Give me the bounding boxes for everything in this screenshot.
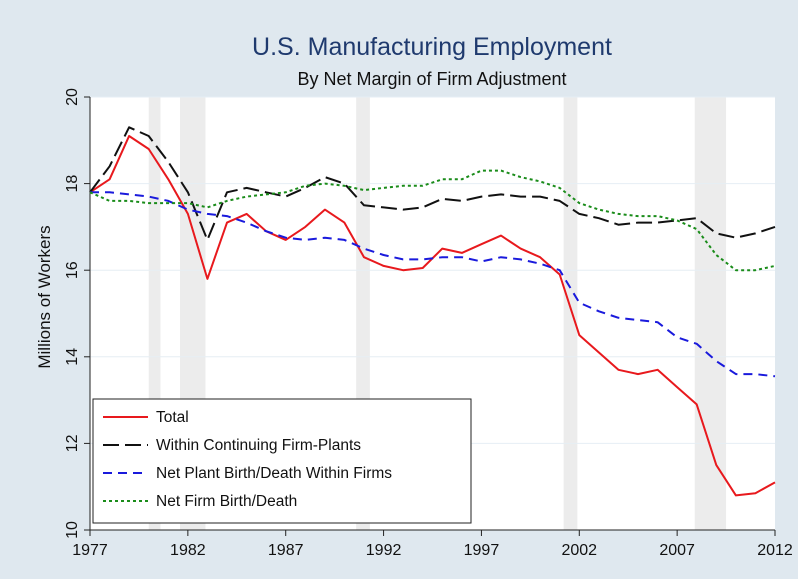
y-ticks: 10 12 14 16 18 20 [64, 88, 90, 539]
y-tick-label: 12 [64, 434, 81, 452]
x-tick-label: 2012 [757, 542, 793, 559]
x-tick-label: 1977 [72, 542, 108, 559]
recession-band [563, 97, 578, 530]
recession-band [148, 97, 161, 530]
legend-label: Total [156, 409, 189, 426]
y-tick-label: 14 [64, 348, 81, 366]
x-ticks: 1977 1982 1987 1992 1997 2002 2007 2012 [72, 530, 793, 559]
legend-label: Net Firm Birth/Death [156, 493, 297, 510]
x-tick-label: 1997 [464, 542, 500, 559]
x-tick-label: 1982 [170, 542, 206, 559]
legend-box [92, 398, 472, 524]
legend-label: Within Continuing Firm-Plants [156, 437, 361, 454]
y-tick-label: 18 [64, 175, 81, 193]
legend: Total Within Continuing Firm-Plants Net Pl… [92, 398, 472, 524]
series-line [89, 169, 776, 272]
y-axis-label: Millions of Workers [35, 225, 54, 368]
x-tick-label: 2007 [659, 542, 695, 559]
series-line [90, 191, 776, 378]
x-tick-label: 1987 [268, 542, 304, 559]
y-tick-label: 16 [64, 261, 81, 279]
chart-title: U.S. Manufacturing Employment [252, 33, 612, 61]
x-tick-label: 1992 [366, 542, 402, 559]
legend-label: Net Plant Birth/Death Within Firms [156, 465, 392, 482]
chart-subtitle: By Net Margin of Firm Adjustment [297, 69, 566, 89]
series-lines [89, 126, 776, 497]
x-tick-label: 2002 [561, 542, 597, 559]
series-line [89, 126, 776, 241]
y-tick-label: 10 [64, 521, 81, 539]
recession-band [694, 97, 727, 530]
y-tick-label: 20 [64, 88, 81, 106]
